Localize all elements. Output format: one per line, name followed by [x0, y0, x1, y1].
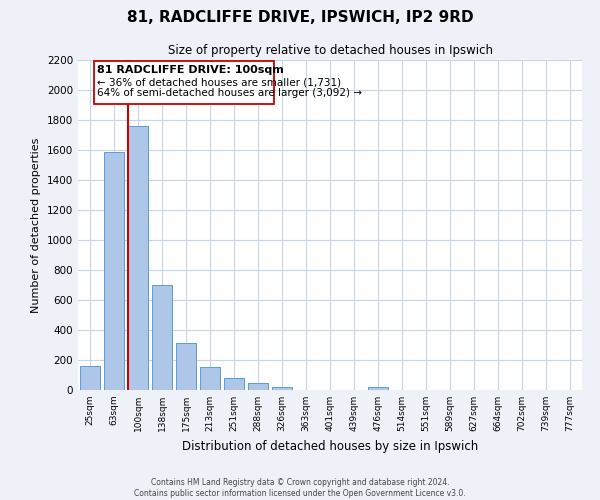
Text: ← 36% of detached houses are smaller (1,731): ← 36% of detached houses are smaller (1,…	[97, 77, 341, 87]
Y-axis label: Number of detached properties: Number of detached properties	[31, 138, 41, 312]
Bar	[200, 367, 220, 390]
Bar	[104, 152, 124, 390]
Text: 81 RADCLIFFE DRIVE: 100sqm: 81 RADCLIFFE DRIVE: 100sqm	[97, 65, 284, 75]
Bar	[248, 383, 268, 390]
X-axis label: Distribution of detached houses by size in Ipswich: Distribution of detached houses by size …	[182, 440, 478, 452]
Bar	[224, 378, 244, 390]
Bar	[272, 387, 292, 390]
Bar	[152, 285, 172, 390]
Text: Contains HM Land Registry data © Crown copyright and database right 2024.
Contai: Contains HM Land Registry data © Crown c…	[134, 478, 466, 498]
Bar	[176, 343, 196, 390]
Bar	[80, 366, 100, 390]
Title: Size of property relative to detached houses in Ipswich: Size of property relative to detached ho…	[167, 44, 493, 58]
Text: 64% of semi-detached houses are larger (3,092) →: 64% of semi-detached houses are larger (…	[97, 88, 362, 99]
Text: 81, RADCLIFFE DRIVE, IPSWICH, IP2 9RD: 81, RADCLIFFE DRIVE, IPSWICH, IP2 9RD	[127, 10, 473, 25]
Bar	[368, 387, 388, 390]
FancyBboxPatch shape	[94, 60, 274, 104]
Bar	[128, 126, 148, 390]
